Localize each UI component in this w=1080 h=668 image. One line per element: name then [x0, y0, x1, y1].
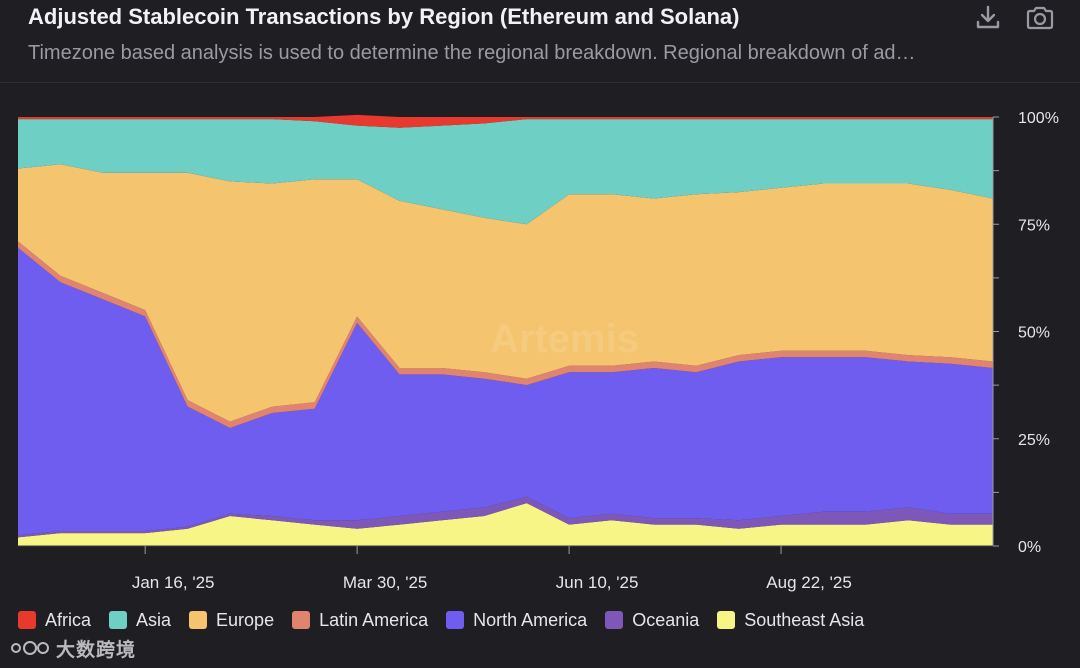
x-tick-label: Jan 16, '25: [132, 573, 215, 592]
legend-swatch: [717, 611, 736, 629]
area-southeast-asia[interactable]: [18, 503, 993, 546]
legend-swatch: [109, 611, 128, 629]
chart-title: Adjusted Stablecoin Transactions by Regi…: [28, 4, 740, 29]
y-tick-label: 75%: [1018, 217, 1050, 234]
legend-label: Latin America: [319, 609, 429, 630]
area-europe[interactable]: [18, 164, 993, 422]
screenshot-button[interactable]: [1024, 4, 1056, 32]
legend-item-africa[interactable]: Africa: [18, 610, 91, 631]
axes: 0% 25% 50% 75% 100% Jan 16, '25 Mar 30, '25 Jun…: [18, 110, 1059, 592]
camera-icon: [1026, 6, 1054, 30]
legend-label: Oceania: [632, 609, 700, 630]
download-button[interactable]: [972, 4, 1004, 32]
watermark-badge: 大数跨境: [10, 634, 136, 662]
download-icon: [976, 5, 1000, 29]
legend-label: Asia: [136, 609, 172, 630]
legend-swatch: [292, 611, 311, 629]
legend-swatch: [18, 611, 36, 629]
area-north-america[interactable]: [18, 247, 993, 536]
legend-item-oceania[interactable]: Oceania: [605, 610, 699, 631]
chart-watermark: Artemis: [490, 317, 639, 361]
legend-swatch: [189, 611, 208, 629]
y-tick-label: 0%: [1018, 539, 1041, 556]
watermark-logo-icon: [11, 641, 49, 655]
chart-legend: Africa Asia Europe Latin America North Ameri…: [18, 608, 882, 632]
area-asia[interactable]: [18, 119, 993, 225]
chart-area[interactable]: Artemis 0% 25% 50% 75% 100% Jan 16, '25 Mar 30…: [0, 100, 1080, 600]
header-divider: [0, 82, 1080, 83]
stacked-area-chart[interactable]: Artemis 0% 25% 50% 75% 100% Jan 16, '25 Mar 30…: [0, 100, 1080, 600]
x-tick-label: Aug 22, '25: [766, 573, 851, 592]
legend-item-north-america[interactable]: North America: [446, 610, 587, 631]
watermark-badge-text: 大数跨境: [56, 639, 137, 661]
legend-label: Southeast Asia: [744, 609, 865, 630]
legend-label: Europe: [216, 609, 275, 630]
y-tick-label: 50%: [1018, 325, 1050, 342]
y-tick-label: 25%: [1018, 432, 1050, 449]
legend-label: Africa: [45, 609, 92, 630]
legend-swatch: [605, 611, 624, 629]
legend-item-southeast-asia[interactable]: Southeast Asia: [717, 610, 864, 631]
y-tick-label: 100%: [1018, 110, 1059, 127]
chart-subtitle: Timezone based analysis is used to deter…: [28, 42, 916, 64]
series-areas: [18, 114, 993, 546]
legend-item-asia[interactable]: Asia: [109, 610, 171, 631]
area-africa[interactable]: [18, 114, 993, 128]
legend-item-europe[interactable]: Europe: [189, 610, 274, 631]
legend-item-latin-america[interactable]: Latin America: [292, 610, 428, 631]
area-oceania[interactable]: [18, 496, 993, 538]
legend-label: North America: [473, 609, 588, 630]
x-tick-label: Jun 10, '25: [556, 573, 639, 592]
legend-swatch: [446, 611, 465, 629]
x-tick-label: Mar 30, '25: [343, 573, 428, 592]
